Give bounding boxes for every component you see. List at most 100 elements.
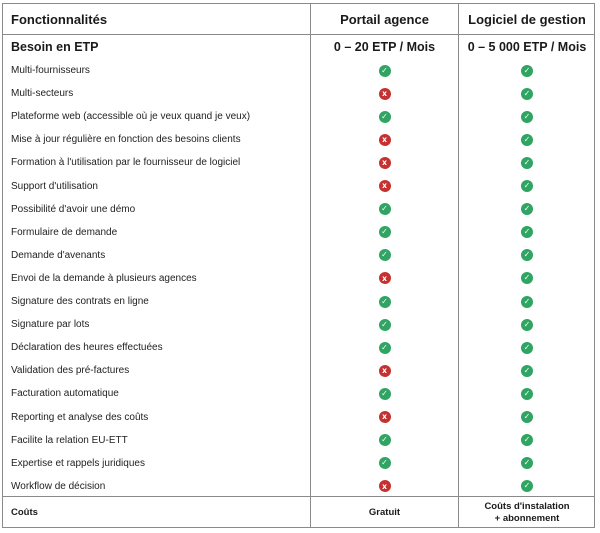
check-icon: ✓	[521, 226, 533, 239]
check-icon: ✓	[378, 318, 391, 331]
logiciel-status-cell: ✓	[459, 105, 595, 128]
header-portail-agence: Portail agence	[340, 11, 429, 27]
footer-logiciel-cost: Coûts d'instalation + abonnement	[459, 497, 595, 528]
logiciel-status-cell: ✓	[459, 128, 595, 151]
feature-label: Demande d'avenants	[11, 249, 106, 261]
feature-label: Validation des pré-factures	[11, 365, 130, 377]
subheader-logiciel-etp: 0 – 5 000 ETP / Mois	[467, 40, 587, 54]
check-icon: ✓	[521, 411, 533, 424]
cross-icon: x	[378, 480, 391, 493]
logiciel-status-cell: ✓	[459, 336, 595, 359]
check-icon: ✓	[521, 110, 533, 123]
check-icon: ✓	[378, 457, 391, 470]
check-icon: ✓	[521, 480, 533, 493]
portail-status-cell: ✓	[311, 221, 458, 244]
check-icon: ✓	[378, 64, 391, 77]
portail-status-cell: ✓	[311, 290, 458, 313]
check-icon: ✓	[521, 364, 533, 377]
check-icon: ✓	[378, 341, 391, 354]
feature-label: Formation à l'utilisation par le fournis…	[11, 157, 241, 169]
check-icon: ✓	[521, 133, 533, 146]
feature-label: Reporting et analyse des coûts	[11, 411, 149, 423]
logiciel-status-cell: ✓	[459, 221, 595, 244]
check-icon: ✓	[521, 180, 533, 193]
feature-label: Support d'utilisation	[11, 180, 98, 192]
logiciel-status-cell: ✓	[459, 429, 595, 452]
check-icon: ✓	[378, 295, 391, 308]
column-divider	[458, 4, 459, 527]
check-icon: ✓	[378, 226, 391, 239]
footer-logiciel-cost-line2: + abonnement	[494, 512, 560, 524]
portail-status-cell: x	[311, 175, 458, 198]
cross-icon: x	[378, 272, 391, 285]
cross-icon: x	[378, 411, 391, 424]
footer-divider	[3, 496, 594, 497]
check-icon: ✓	[521, 64, 533, 77]
footer-couts-label: Coûts	[11, 507, 38, 518]
column-divider	[310, 4, 311, 527]
portail-status-cell: x	[311, 151, 458, 174]
logiciel-status-cell: ✓	[459, 244, 595, 267]
cross-icon: x	[378, 133, 391, 146]
feature-label: Expertise et rappels juridiques	[11, 457, 145, 469]
feature-label: Facilite la relation EU-ETT	[11, 434, 128, 446]
logiciel-status-cell: ✓	[459, 382, 595, 405]
portail-status-cell: x	[311, 406, 458, 429]
footer-portail-cost: Gratuit	[368, 507, 401, 518]
subheader-portail-etp: 0 – 20 ETP / Mois	[333, 40, 436, 54]
subheader-besoin-etp: Besoin en ETP	[11, 40, 99, 54]
logiciel-status-cell: ✓	[459, 82, 595, 105]
cross-icon: x	[378, 364, 391, 377]
check-icon: ✓	[378, 249, 391, 262]
check-icon: ✓	[521, 249, 533, 262]
logiciel-status-cell: ✓	[459, 198, 595, 221]
check-icon: ✓	[521, 87, 533, 100]
check-icon: ✓	[521, 272, 533, 285]
feature-label: Workflow de décision	[11, 480, 106, 492]
comparison-table: Fonctionnalités Portail agence Logiciel …	[2, 3, 595, 528]
portail-status-cell: x	[311, 82, 458, 105]
portail-status-cell: ✓	[311, 244, 458, 267]
portail-status-cell: x	[311, 475, 458, 498]
check-icon: ✓	[378, 387, 391, 400]
check-icon: ✓	[521, 341, 533, 354]
logiciel-status-cell: ✓	[459, 359, 595, 382]
feature-label: Plateforme web (accessible où je veux qu…	[11, 111, 251, 123]
feature-label: Déclaration des heures effectuées	[11, 342, 163, 354]
check-icon: ✓	[378, 434, 391, 447]
logiciel-status-cell: ✓	[459, 175, 595, 198]
feature-label: Multi-fournisseurs	[11, 65, 90, 77]
header-logiciel-gestion: Logiciel de gestion	[468, 11, 586, 27]
feature-label: Possibilité d'avoir une démo	[11, 203, 136, 215]
logiciel-status-cell: ✓	[459, 290, 595, 313]
check-icon: ✓	[521, 387, 533, 400]
portail-status-cell: x	[311, 267, 458, 290]
feature-label: Signature par lots	[11, 319, 90, 331]
feature-label: Mise à jour régulière en fonction des be…	[11, 134, 241, 146]
portail-status-cell: ✓	[311, 382, 458, 405]
portail-status-cell: x	[311, 359, 458, 382]
portail-status-cell: ✓	[311, 105, 458, 128]
logiciel-status-cell: ✓	[459, 59, 595, 82]
logiciel-status-cell: ✓	[459, 267, 595, 290]
logiciel-status-cell: ✓	[459, 475, 595, 498]
feature-label: Formulaire de demande	[11, 226, 118, 238]
check-icon: ✓	[521, 457, 533, 470]
check-icon: ✓	[521, 318, 533, 331]
cross-icon: x	[378, 87, 391, 100]
header-divider	[3, 34, 594, 35]
header-features: Fonctionnalités	[11, 11, 108, 27]
portail-status-cell: ✓	[311, 336, 458, 359]
check-icon: ✓	[521, 434, 533, 447]
feature-label: Multi-secteurs	[11, 88, 74, 100]
logiciel-status-cell: ✓	[459, 452, 595, 475]
footer-logiciel-cost-line1: Coûts d'instalation	[484, 500, 570, 512]
portail-status-cell: x	[311, 128, 458, 151]
check-icon: ✓	[521, 295, 533, 308]
feature-label: Envoi de la demande à plusieurs agences	[11, 272, 197, 284]
portail-status-cell: ✓	[311, 198, 458, 221]
portail-status-cell: ✓	[311, 59, 458, 82]
portail-status-cell: ✓	[311, 452, 458, 475]
portail-status-cell: ✓	[311, 429, 458, 452]
logiciel-status-cell: ✓	[459, 406, 595, 429]
